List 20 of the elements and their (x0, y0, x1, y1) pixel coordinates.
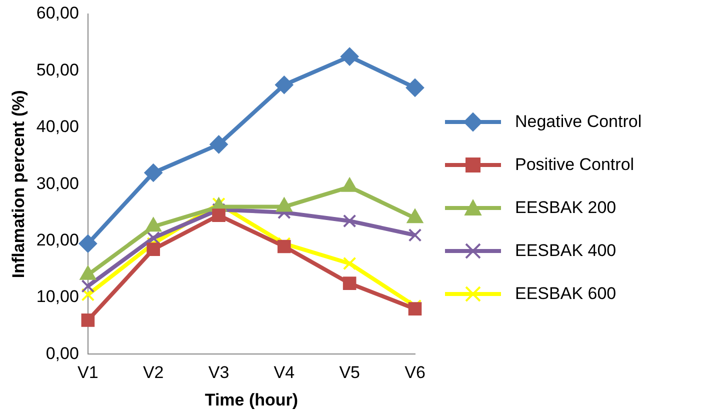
y-tick-label: 50,00 (36, 60, 79, 80)
y-axis-title: Inflamation percent (%) (8, 90, 28, 278)
x-axis-title: Time (hour) (204, 390, 298, 410)
x-tick-label: V6 (404, 363, 426, 382)
legend-label: EESBAK 200 (515, 198, 616, 218)
legend-label: Positive Control (515, 154, 634, 174)
y-tick-label: 20,00 (36, 230, 79, 250)
x-tick-label: V4 (274, 363, 295, 382)
y-tick-label: 10,00 (36, 287, 79, 306)
legend-label: EESBAK 600 (515, 284, 616, 304)
legend-label: EESBAK 400 (515, 240, 616, 260)
x-tick-label: V1 (78, 363, 98, 382)
x-tick-label: V5 (339, 363, 360, 382)
x-tick-label: V2 (142, 363, 164, 382)
x-tick-label: V3 (208, 363, 230, 382)
y-tick-label: 0,00 (46, 344, 79, 363)
y-tick-label: 40,00 (36, 117, 79, 136)
legend-label: Negative Control (515, 112, 642, 132)
y-tick-label: 30,00 (36, 174, 79, 193)
y-tick-label: 60,00 (36, 4, 79, 23)
